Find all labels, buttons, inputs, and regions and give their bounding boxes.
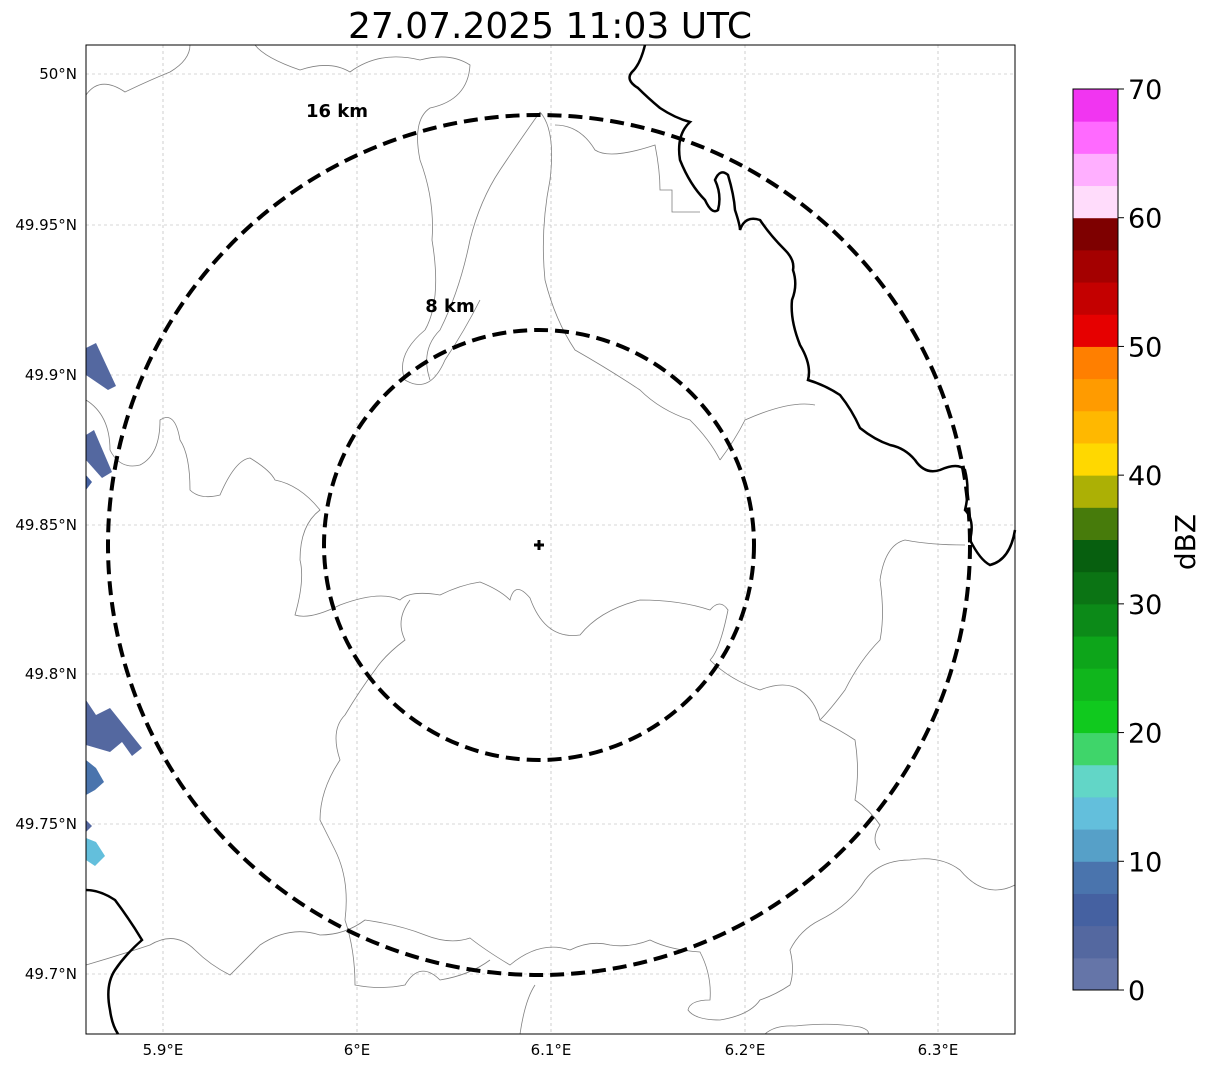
- lat-tick-label: 49.95°N: [15, 216, 77, 234]
- colorbar-segment: [1073, 861, 1118, 894]
- colorbar-segment: [1073, 249, 1118, 283]
- colorbar-tick-label: 50: [1128, 332, 1162, 363]
- colorbar-segment: [1073, 732, 1118, 766]
- lat-tick-label: 49.8°N: [25, 665, 77, 683]
- colorbar-segment: [1073, 925, 1118, 959]
- echo-cell: [86, 700, 142, 756]
- boundary-line: [426, 111, 541, 381]
- boundary-line: [709, 659, 881, 851]
- colorbar-segment: [1073, 89, 1118, 122]
- colorbar-tick-label: 0: [1128, 976, 1145, 1007]
- range-ring-16km: [106, 113, 972, 977]
- colorbar-tick-label: 70: [1128, 75, 1162, 106]
- boundary-line: [319, 599, 491, 988]
- boundary-line: [85, 399, 729, 661]
- colorbar-tick-label: 30: [1128, 590, 1162, 621]
- colorbar-segment: [1073, 314, 1118, 347]
- boundary-line: [402, 299, 481, 385]
- echo-cell: [86, 430, 112, 478]
- colorbar-segment: [1073, 185, 1118, 219]
- colorbar-segment: [1073, 539, 1118, 573]
- lat-tick-label: 49.9°N: [25, 366, 77, 384]
- border-line: [85, 888, 144, 1035]
- boundary-line: [85, 858, 1016, 1021]
- lon-tick-label: 5.9°E: [143, 1041, 184, 1059]
- echo-cell: [86, 838, 105, 866]
- echo-cell: [86, 343, 116, 390]
- colorbar-segment: [1073, 346, 1118, 380]
- boundary-line: [85, 44, 191, 96]
- boundary-line: [254, 44, 471, 331]
- colorbar-segment: [1073, 796, 1118, 830]
- map-frame: [86, 45, 1015, 1034]
- figure-title: 27.07.2025 11:03 UTC: [348, 6, 752, 47]
- radar-echoes: [86, 343, 142, 866]
- colorbar-frame: [1072, 88, 1119, 991]
- colorbar-segment: [1073, 153, 1118, 187]
- boundary-line: [819, 539, 966, 721]
- echo-cell: [86, 820, 92, 832]
- boundary-line: [554, 124, 700, 213]
- colorbar: 0 10 20 30 40 50 60 70: [1072, 75, 1162, 1007]
- range-ring-8km: [322, 328, 756, 762]
- latitude-tick-labels: 50°N 49.95°N 49.9°N 49.85°N 49.8°N 49.75°N 49.…: [15, 65, 77, 983]
- colorbar-segment: [1073, 378, 1118, 412]
- colorbar-segment: [1073, 475, 1118, 508]
- range-rings: [106, 113, 972, 977]
- lat-tick-label: 50°N: [39, 65, 77, 83]
- lon-tick-label: 6.2°E: [725, 1041, 766, 1059]
- colorbar-segment: [1073, 217, 1118, 251]
- admin-boundaries: [85, 44, 1016, 1035]
- colorbar-tick-label: 40: [1128, 461, 1162, 492]
- colorbar-tick-label: 20: [1128, 719, 1162, 750]
- colorbar-segment: [1073, 668, 1118, 701]
- lon-tick-label: 6°E: [344, 1041, 371, 1059]
- colorbar-segment: [1073, 282, 1118, 315]
- crosshair-icon: [534, 540, 544, 550]
- lon-tick-label: 6.1°E: [531, 1041, 572, 1059]
- colorbar-segment: [1073, 636, 1118, 669]
- colorbar-segment: [1073, 829, 1118, 862]
- colorbar-segment: [1073, 507, 1118, 540]
- colorbar-segment: [1073, 571, 1118, 605]
- echo-cell: [86, 475, 92, 490]
- colorbar-segment: [1073, 603, 1118, 637]
- echo-cell: [86, 760, 104, 795]
- lat-tick-label: 49.7°N: [25, 965, 77, 983]
- ring-label-16km: 16 km: [306, 101, 368, 122]
- map-panel: 16 km 8 km: [85, 44, 1017, 1035]
- colorbar-segment: [1073, 442, 1118, 476]
- boundary-line: [519, 984, 536, 1035]
- colorbar-segment: [1073, 700, 1118, 734]
- lon-tick-label: 6.3°E: [918, 1041, 959, 1059]
- ring-label-8km: 8 km: [425, 296, 475, 317]
- boundary-line: [764, 1023, 869, 1035]
- colorbar-segment: [1073, 957, 1118, 991]
- lat-tick-label: 49.85°N: [15, 516, 77, 534]
- longitude-tick-labels: 5.9°E 6°E 6.1°E 6.2°E 6.3°E: [143, 1041, 959, 1059]
- colorbar-label: dBZ: [1169, 514, 1202, 570]
- colorbar-segment: [1073, 893, 1118, 927]
- lat-tick-label: 49.75°N: [15, 815, 77, 833]
- colorbar-segment: [1073, 410, 1118, 444]
- colorbar-tick-label: 60: [1128, 204, 1162, 235]
- colorbar-segment: [1073, 764, 1118, 798]
- colorbar-tick-label: 10: [1128, 847, 1162, 878]
- boundary-line: [539, 111, 721, 461]
- map-border: [85, 44, 1016, 1035]
- colorbar-segment: [1073, 121, 1118, 154]
